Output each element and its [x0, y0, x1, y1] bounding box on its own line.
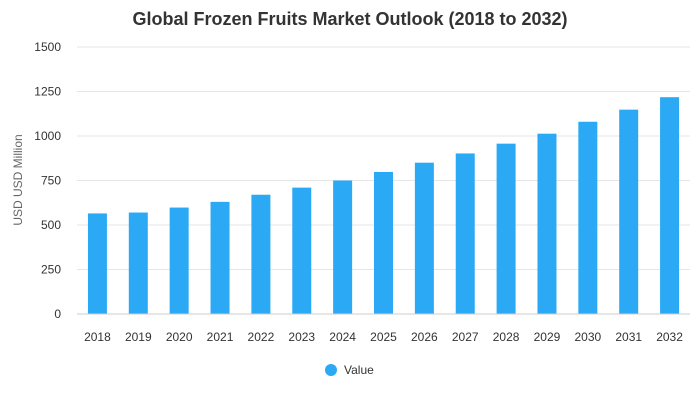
x-tick-label: 2029: [534, 330, 561, 344]
x-tick-label: 2021: [207, 330, 234, 344]
legend-label: Value: [344, 363, 374, 377]
x-tick-label: 2024: [329, 330, 356, 344]
bar-2021[interactable]: [210, 201, 230, 314]
bar-2024[interactable]: [333, 180, 353, 315]
y-tick-label: 1250: [34, 85, 61, 99]
x-tick-label: 2025: [370, 330, 397, 344]
bar-2020[interactable]: [169, 207, 189, 314]
x-tick-label: 2023: [288, 330, 315, 344]
y-tick-label: 250: [41, 263, 61, 277]
y-tick-label: 1000: [34, 129, 61, 143]
bar-2022[interactable]: [251, 194, 271, 314]
x-tick-label: 2026: [411, 330, 438, 344]
y-tick-label: 0: [54, 307, 61, 321]
x-tick-label: 2032: [656, 330, 683, 344]
y-tick-label: 1500: [34, 40, 61, 54]
y-tick-label: 500: [41, 218, 61, 232]
x-tick-label: 2027: [452, 330, 479, 344]
bar-2028[interactable]: [496, 143, 516, 314]
x-tick-label: 2018: [84, 330, 111, 344]
x-tick-label: 2031: [615, 330, 642, 344]
y-tick-label: 750: [41, 174, 61, 188]
bar-2032[interactable]: [660, 97, 680, 314]
bar-2018[interactable]: [87, 213, 107, 314]
bar-2025[interactable]: [374, 171, 393, 314]
bar-2023[interactable]: [292, 187, 312, 314]
x-tick-label: 2020: [166, 330, 193, 344]
legend-marker: [325, 364, 337, 376]
bar-2027[interactable]: [455, 153, 475, 314]
bar-2026[interactable]: [414, 162, 434, 314]
x-tick-label: 2028: [493, 330, 520, 344]
x-tick-label: 2019: [125, 330, 152, 344]
y-axis-ticks: 0 250 500 750 1000 1250 1500: [34, 40, 61, 321]
x-tick-label: 2030: [574, 330, 601, 344]
y-axis-label: USD USD Million: [11, 134, 25, 225]
x-axis-ticks: 2018 2019 2020 2021 2022 2023 2024 2025 2026 2027…: [84, 330, 683, 344]
bar-2019[interactable]: [128, 212, 148, 314]
chart-title: Global Frozen Fruits Market Outlook (201…: [132, 9, 567, 29]
bar-2030[interactable]: [578, 121, 598, 314]
bar-2031[interactable]: [619, 109, 639, 314]
bar-2029[interactable]: [537, 133, 557, 314]
x-tick-label: 2022: [248, 330, 275, 344]
legend[interactable]: Value: [325, 363, 374, 377]
bars: [87, 97, 680, 315]
